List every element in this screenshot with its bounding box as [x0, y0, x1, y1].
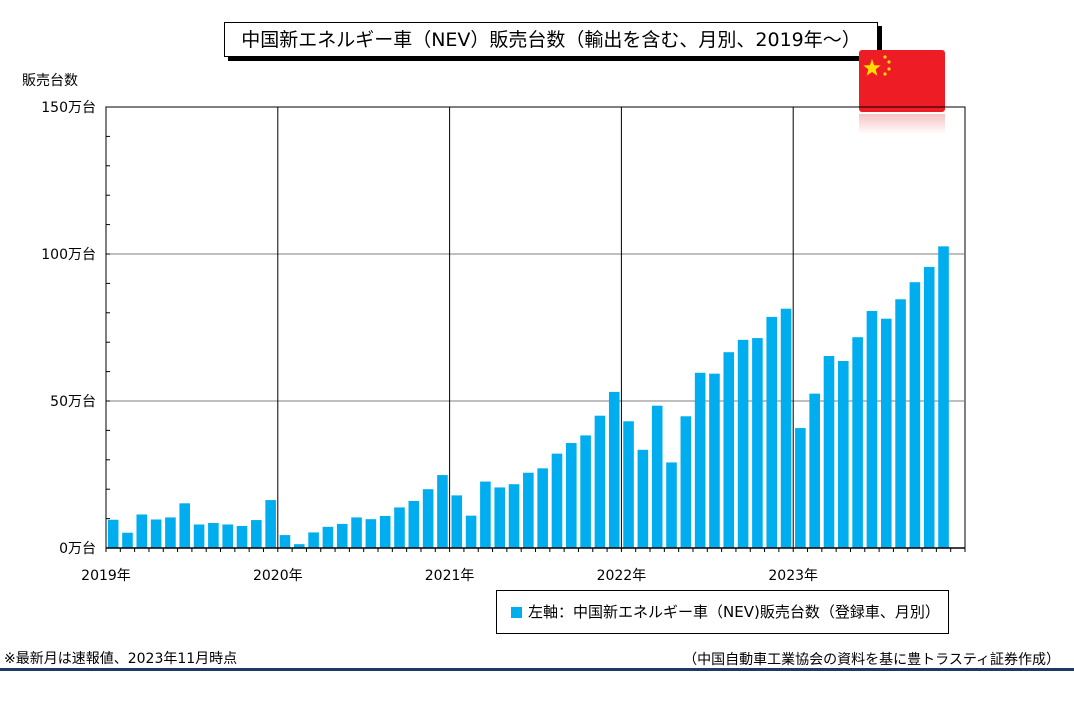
bar [694, 372, 706, 548]
bar [437, 475, 448, 548]
x-year-label: 2019年 [81, 568, 131, 584]
bar [179, 503, 191, 548]
bar [293, 544, 305, 548]
bar [723, 352, 735, 548]
footnote-left: ※最新月は速報値、2023年11月時点 [4, 651, 238, 667]
bar [809, 393, 820, 548]
bar [623, 421, 634, 548]
bar [537, 468, 548, 548]
bar [193, 524, 205, 548]
chart-title-box: 中国新エネルギー車（NEV）販売台数（輸出を含む、月別、2019年～） [224, 22, 878, 57]
bar [780, 308, 792, 548]
source-note: （中国自動車工業協会の資料を基に豊トラスティ証券作成） [683, 652, 1060, 668]
bar [838, 361, 849, 548]
bar [408, 500, 420, 548]
bar [465, 515, 477, 548]
bar [150, 519, 162, 548]
bar [236, 525, 248, 548]
bar [365, 519, 377, 548]
bar [565, 443, 577, 548]
china-flag-icon [859, 50, 945, 112]
y-tick-label: 50万台 [50, 394, 96, 410]
bar [379, 515, 391, 548]
bar [666, 462, 677, 548]
bar [909, 282, 921, 548]
bar [136, 514, 148, 548]
x-year-label: 2020年 [253, 568, 303, 584]
bar [122, 532, 133, 548]
bar [523, 472, 534, 548]
bar [938, 246, 949, 548]
bar [709, 373, 720, 548]
bar [222, 524, 233, 548]
bar [451, 495, 463, 548]
bar [594, 415, 606, 548]
bar [165, 517, 176, 548]
x-year-label: 2023年 [768, 568, 818, 584]
x-year-label: 2021年 [425, 568, 475, 584]
bar [580, 435, 591, 548]
y-axis-unit-label: 販売台数 [22, 73, 78, 89]
legend: 左軸：中国新エネルギー車（NEV)販売台数（登録車、月別） [496, 590, 949, 634]
y-tick-label: 100万台 [41, 247, 96, 263]
bar [279, 535, 291, 548]
x-year-label: 2022年 [597, 568, 647, 584]
bar [852, 337, 863, 548]
y-tick-label: 150万台 [41, 100, 96, 116]
bar [608, 391, 620, 548]
bar [866, 311, 878, 548]
bar [107, 519, 119, 548]
flag-reflection [859, 114, 945, 134]
bar [766, 316, 778, 548]
bar [394, 507, 405, 548]
legend-swatch [511, 607, 522, 618]
plot-area [105, 106, 966, 549]
bar [551, 453, 563, 548]
bar [480, 481, 491, 548]
bar [880, 318, 892, 548]
bar [251, 520, 262, 548]
bar [494, 487, 506, 548]
bar [895, 299, 906, 548]
bar [308, 532, 319, 548]
bottom-rule [0, 668, 1074, 671]
bar [752, 338, 763, 548]
bar [737, 339, 749, 548]
bar [322, 526, 334, 548]
bar [351, 517, 362, 548]
bar [508, 484, 520, 548]
bar [651, 405, 663, 548]
bar [680, 416, 692, 548]
legend-label: 左軸：中国新エネルギー車（NEV)販売台数（登録車、月別） [528, 603, 940, 621]
bar [208, 523, 219, 548]
y-tick-label: 0万台 [59, 541, 96, 557]
bar [336, 523, 348, 548]
bar [637, 449, 649, 548]
bar [923, 266, 935, 548]
chart-title: 中国新エネルギー車（NEV）販売台数（輸出を含む、月別、2019年～） [241, 29, 861, 51]
bar [265, 500, 276, 548]
bar [422, 489, 434, 548]
bar [823, 356, 835, 548]
bar [795, 428, 806, 548]
